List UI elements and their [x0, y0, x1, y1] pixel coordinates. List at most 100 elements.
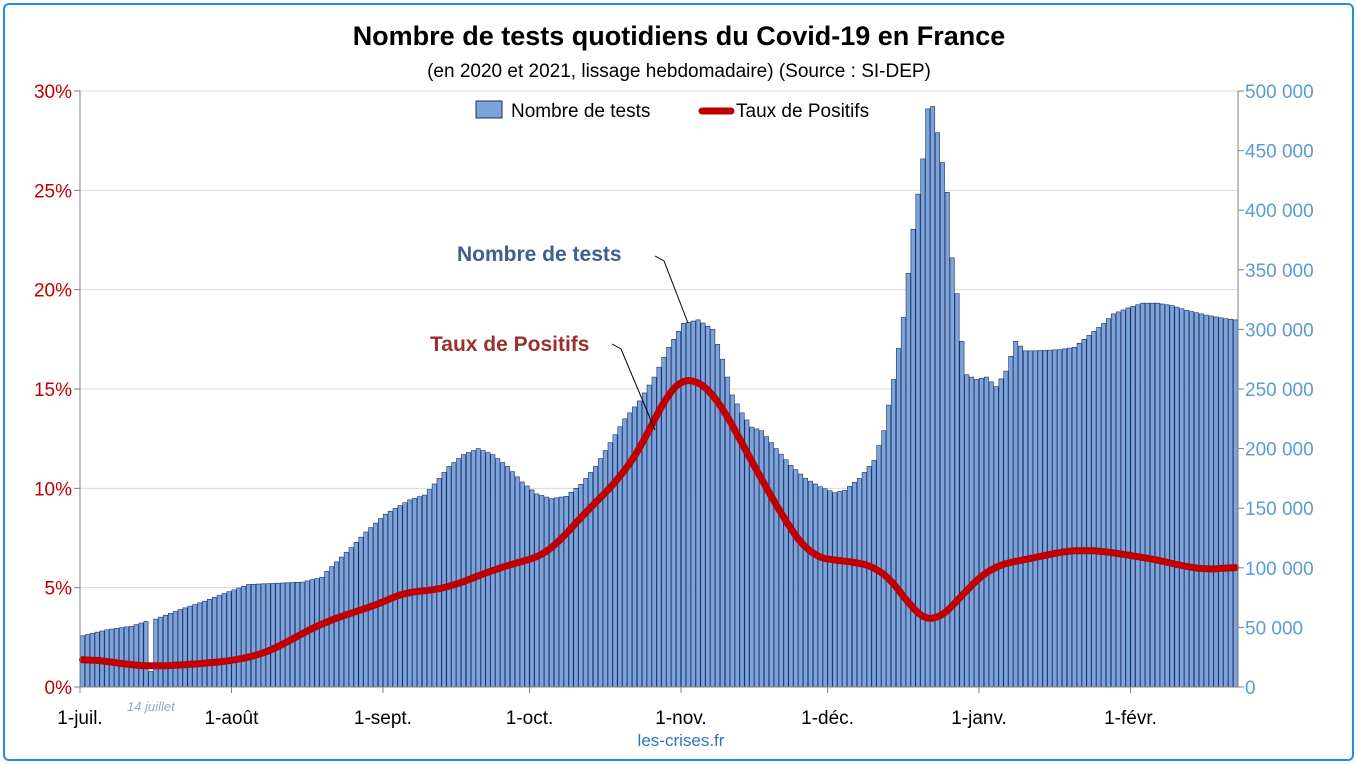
tests-bar: [1125, 307, 1131, 688]
tests-bar: [1062, 348, 1067, 688]
tests-bar: [803, 478, 809, 688]
right-tick-label: 200 000: [1245, 440, 1314, 461]
tests-bars: [80, 106, 1239, 688]
tests-bar: [534, 493, 540, 688]
tests-bar: [705, 325, 711, 688]
tests-bar: [1164, 304, 1170, 688]
x-axis-ticks: 1-juil. 1-août 1-sept. 1-oct. 1-nov. 1-déc. 1-…: [57, 687, 1157, 729]
tests-bar: [895, 348, 901, 688]
tests-bar: [1174, 306, 1180, 688]
tests-bar: [309, 579, 315, 688]
tests-bar: [1110, 313, 1116, 688]
left-tick-label: 0%: [45, 678, 73, 699]
tests-bar: [729, 394, 735, 688]
tests-bar: [979, 377, 984, 688]
tests-bar: [700, 322, 706, 688]
tests-bar: [935, 132, 940, 688]
tests-bar: [959, 341, 965, 688]
tests-bar: [832, 492, 838, 688]
tests-bar: [270, 583, 276, 688]
tests-bar: [773, 448, 779, 688]
tests-bar: [1076, 343, 1082, 688]
tests-bar: [822, 488, 828, 688]
tests-bar: [470, 450, 476, 688]
right-axis-ticks: 0 50 000 100 000 150 000 200 000 250 000 300 0…: [1238, 82, 1314, 699]
tests-bar: [847, 486, 853, 688]
tests-bar: [167, 613, 173, 688]
right-tick-label: 250 000: [1245, 380, 1314, 401]
tests-bar: [856, 478, 862, 688]
tests-bar: [1052, 349, 1058, 688]
tests-bar: [734, 403, 740, 688]
right-tick-label: 400 000: [1245, 201, 1314, 222]
positifs-line: [78, 377, 1240, 670]
x-tick-label: 1-juil.: [57, 708, 102, 729]
x-tick-label: 1-sept.: [354, 708, 412, 729]
tests-bar: [461, 454, 466, 688]
tests-bar: [969, 376, 975, 688]
tests-bar: [143, 621, 149, 688]
tests-bar: [524, 485, 530, 688]
tests-bar: [221, 593, 227, 688]
right-tick-label: 350 000: [1245, 261, 1314, 282]
tests-bar: [910, 228, 916, 688]
tests-bar: [842, 490, 848, 688]
tests-bar: [558, 496, 564, 688]
annotation-positifs: Taux de Positifs: [430, 333, 589, 356]
tests-bar: [817, 486, 823, 688]
tests-bar: [519, 481, 525, 688]
tests-bar: [314, 578, 320, 688]
tests-bar: [1150, 302, 1155, 688]
tests-bar: [251, 583, 256, 688]
tests-bar: [128, 625, 134, 688]
tests-bar: [431, 483, 437, 688]
tests-bar: [612, 434, 618, 688]
tests-bar: [1032, 350, 1038, 688]
tests-bar: [1140, 302, 1146, 688]
annotation-tests: Nombre de tests: [457, 243, 622, 266]
tests-bar: [158, 616, 164, 688]
tests-bar: [1101, 323, 1107, 688]
tests-bar: [319, 577, 325, 688]
left-tick-label: 10%: [34, 479, 72, 500]
tests-bar: [764, 436, 769, 688]
tests-bar: [1218, 317, 1224, 688]
legend-bars-swatch: [475, 100, 503, 119]
tests-bar: [202, 600, 208, 688]
tests-bar: [1086, 335, 1092, 688]
tests-bar: [216, 595, 222, 688]
tests-bar: [138, 622, 144, 688]
tests-bar: [177, 609, 183, 688]
tests-bar: [1194, 312, 1199, 688]
legend-bars-label: Nombre de tests: [511, 101, 650, 122]
right-tick-label: 50 000: [1245, 618, 1303, 639]
tests-bar: [255, 583, 261, 688]
tests-bar: [475, 448, 481, 688]
tests-bar: [514, 476, 520, 688]
tests-bar: [465, 452, 471, 688]
tests-bar: [891, 379, 896, 688]
x-tick-label: 1-nov.: [655, 708, 706, 729]
tests-bar: [602, 450, 608, 688]
tests-bar: [998, 378, 1004, 688]
annotation-holiday: 14 juillet: [127, 699, 176, 714]
tests-bar: [500, 462, 506, 688]
left-tick-label: 5%: [45, 579, 73, 600]
x-tick-label: 1-déc.: [801, 708, 854, 729]
tests-bar: [778, 453, 784, 688]
tests-bar: [529, 489, 535, 688]
right-tick-label: 500 000: [1245, 82, 1314, 103]
annotation-tests-leader: [654, 255, 689, 324]
tests-bar: [211, 597, 217, 688]
tests-bar: [983, 376, 989, 688]
tests-bar: [436, 478, 442, 688]
chart-frame: Nombre de tests quotidiens du Covid-19 e…: [3, 3, 1354, 761]
tests-bar: [964, 374, 970, 688]
tests-bar: [685, 321, 691, 688]
legend: Nombre de tests Taux de Positifs: [475, 100, 869, 122]
annotation-positifs-leader: [611, 343, 656, 431]
tests-bar: [480, 450, 486, 688]
chart-title: Nombre de tests quotidiens du Covid-19 e…: [353, 21, 1006, 51]
tests-bar: [1213, 316, 1219, 688]
tests-bar: [905, 273, 911, 688]
